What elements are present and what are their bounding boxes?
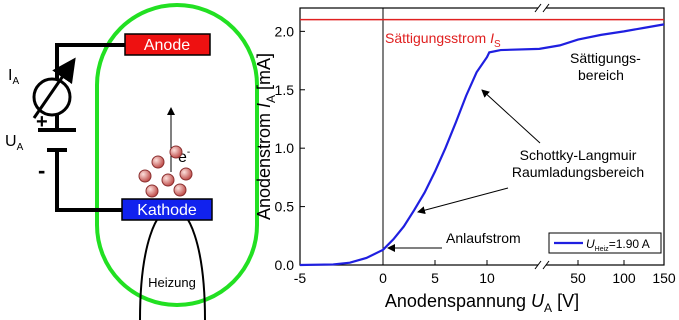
tube — [95, 3, 259, 307]
subscript: A — [17, 142, 24, 153]
y-axis-label: Anodenstrom IA [mA] — [254, 53, 278, 220]
text: =1.90 A — [609, 237, 650, 251]
ammeter-arrow — [32, 57, 76, 119]
symbol: I — [8, 67, 12, 84]
x-axis-label: Anodenspannung UA [V] — [385, 291, 579, 315]
x-tick-label: 50 — [570, 270, 586, 286]
annotation-arrow — [417, 187, 509, 215]
x-tick-label: 10 — [479, 270, 495, 286]
x-tick-label: 100 — [612, 270, 636, 286]
minus: - — [38, 158, 45, 183]
legend-box — [548, 232, 662, 254]
series-line — [299, 23, 665, 267]
plus: + — [36, 111, 48, 133]
text: Anodenspannung — [385, 291, 531, 311]
annotation: Anlaufstrom — [446, 230, 521, 246]
saturation-label: Sättigungsstrom IS — [385, 30, 501, 50]
subscript: Heiz — [595, 246, 610, 253]
annotation: Schottky-Langmuir — [520, 147, 637, 163]
symbol: I — [490, 30, 494, 46]
x-tick-label: -5 — [294, 270, 307, 286]
text: Sättigungsstrom — [385, 30, 490, 46]
axis-break — [534, 3, 542, 13]
electron — [151, 155, 165, 169]
electron — [173, 183, 187, 197]
electron — [161, 173, 175, 187]
diagram: Heizung Anode Kathode IA UA + - e- — [5, 3, 259, 320]
electrons — [138, 145, 193, 198]
x-tick-label: 0 — [379, 270, 387, 286]
axis-break — [542, 3, 550, 13]
subscript: A — [544, 301, 552, 315]
y-tick-label: 2.0 — [275, 23, 295, 39]
electron — [138, 169, 152, 183]
axis-break-gap — [538, 262, 546, 268]
electron — [145, 184, 159, 198]
symbol: U — [531, 291, 545, 311]
cathode-label: Kathode — [137, 202, 197, 219]
symbol: U — [586, 237, 595, 251]
axis-break — [534, 260, 542, 270]
subscript: S — [494, 39, 501, 50]
anode — [124, 33, 211, 56]
y-tick-label: 1.5 — [275, 82, 295, 98]
legend-label: UHeiz=1.90 A — [586, 237, 650, 253]
chart: 0.0 0.5 1.0 1.5 2.0 -5 0 5 10 50 100 150 Sättigungss… — [254, 3, 676, 315]
heater-label: Heizung — [148, 275, 196, 290]
text: [mA] — [254, 53, 274, 95]
electron — [169, 145, 183, 159]
superscript: - — [187, 147, 190, 158]
text: [V] — [552, 291, 579, 311]
voltage-label: UA — [5, 133, 24, 153]
electron — [179, 167, 193, 181]
annotation-arrow — [481, 89, 541, 144]
axis-break-gap — [538, 5, 546, 11]
plot-frame — [299, 7, 665, 266]
cathode — [121, 198, 213, 221]
symbol: e — [178, 149, 187, 166]
current-label: IA — [8, 67, 19, 87]
annotation: Sättigungs- — [570, 50, 641, 66]
subscript: A — [12, 76, 19, 87]
electron-label: e- — [178, 147, 190, 166]
subscript: A — [264, 95, 278, 103]
y-tick-label: 0.5 — [275, 199, 295, 215]
x-tick-label: 150 — [652, 270, 676, 286]
y-tick-label: 0.0 — [275, 257, 295, 273]
y-tick-label: 1.0 — [275, 140, 295, 156]
text: Anodenstrom — [254, 108, 274, 220]
annotation: bereich — [578, 67, 624, 83]
anode-label: Anode — [144, 37, 190, 54]
symbol: I — [254, 103, 274, 108]
symbol: U — [5, 133, 17, 150]
annotation: Raumladungsbereich — [512, 164, 644, 180]
x-tick-label: 5 — [431, 270, 439, 286]
axis-break — [542, 260, 550, 270]
